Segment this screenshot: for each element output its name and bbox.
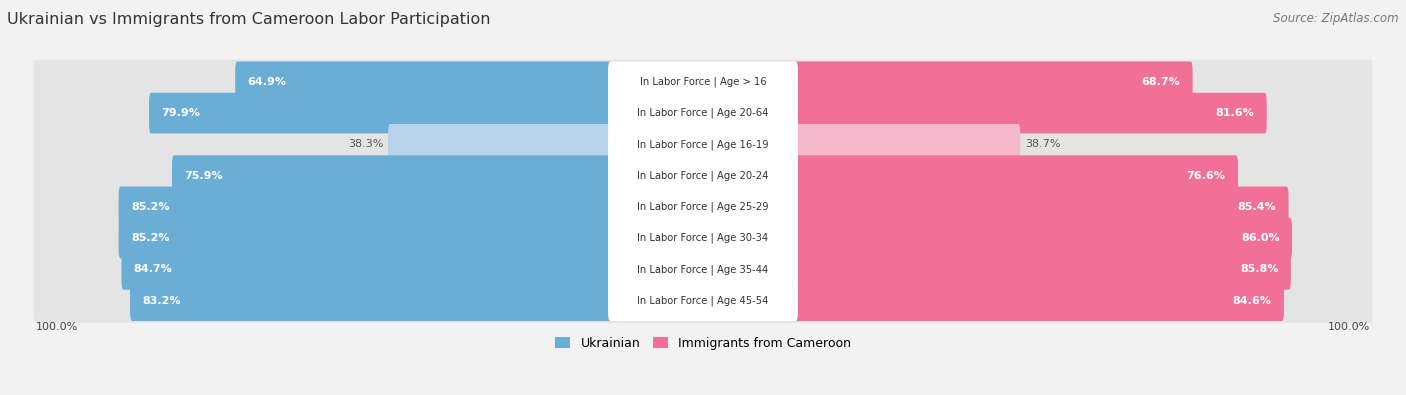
FancyBboxPatch shape (34, 153, 1372, 198)
FancyBboxPatch shape (794, 93, 1267, 134)
FancyBboxPatch shape (34, 91, 1372, 135)
Text: Ukrainian vs Immigrants from Cameroon Labor Participation: Ukrainian vs Immigrants from Cameroon La… (7, 12, 491, 27)
FancyBboxPatch shape (118, 218, 612, 258)
FancyBboxPatch shape (607, 249, 799, 290)
Text: Source: ZipAtlas.com: Source: ZipAtlas.com (1274, 12, 1399, 25)
FancyBboxPatch shape (607, 62, 799, 102)
Text: 81.6%: 81.6% (1216, 108, 1254, 118)
FancyBboxPatch shape (607, 186, 799, 227)
Text: In Labor Force | Age 30-34: In Labor Force | Age 30-34 (637, 233, 769, 243)
Text: 100.0%: 100.0% (1329, 322, 1371, 332)
FancyBboxPatch shape (794, 249, 1291, 290)
Text: In Labor Force | Age 35-44: In Labor Force | Age 35-44 (637, 264, 769, 275)
FancyBboxPatch shape (34, 185, 1372, 229)
FancyBboxPatch shape (235, 62, 612, 102)
Text: 85.2%: 85.2% (131, 202, 170, 212)
FancyBboxPatch shape (118, 186, 612, 227)
FancyBboxPatch shape (149, 93, 612, 134)
FancyBboxPatch shape (607, 218, 799, 258)
FancyBboxPatch shape (794, 155, 1239, 196)
Text: In Labor Force | Age > 16: In Labor Force | Age > 16 (640, 77, 766, 87)
Text: 64.9%: 64.9% (247, 77, 287, 87)
Text: 84.7%: 84.7% (134, 264, 173, 275)
FancyBboxPatch shape (607, 280, 799, 321)
Text: 75.9%: 75.9% (184, 171, 224, 181)
FancyBboxPatch shape (794, 280, 1284, 321)
Text: 76.6%: 76.6% (1187, 171, 1226, 181)
Legend: Ukrainian, Immigrants from Cameroon: Ukrainian, Immigrants from Cameroon (550, 332, 856, 355)
FancyBboxPatch shape (34, 216, 1372, 260)
Text: 100.0%: 100.0% (35, 322, 77, 332)
FancyBboxPatch shape (172, 155, 612, 196)
Text: 38.3%: 38.3% (347, 139, 384, 149)
FancyBboxPatch shape (131, 280, 612, 321)
FancyBboxPatch shape (34, 278, 1372, 323)
FancyBboxPatch shape (794, 124, 1021, 165)
Text: 79.9%: 79.9% (162, 108, 200, 118)
FancyBboxPatch shape (388, 124, 612, 165)
Text: 85.4%: 85.4% (1237, 202, 1277, 212)
FancyBboxPatch shape (34, 122, 1372, 167)
Text: 86.0%: 86.0% (1241, 233, 1279, 243)
FancyBboxPatch shape (34, 60, 1372, 104)
FancyBboxPatch shape (794, 62, 1192, 102)
FancyBboxPatch shape (34, 247, 1372, 292)
Text: In Labor Force | Age 45-54: In Labor Force | Age 45-54 (637, 295, 769, 306)
Text: In Labor Force | Age 20-24: In Labor Force | Age 20-24 (637, 170, 769, 181)
Text: 68.7%: 68.7% (1142, 77, 1180, 87)
Text: In Labor Force | Age 20-64: In Labor Force | Age 20-64 (637, 108, 769, 118)
FancyBboxPatch shape (607, 155, 799, 196)
Text: 85.8%: 85.8% (1240, 264, 1278, 275)
Text: 84.6%: 84.6% (1233, 296, 1271, 306)
Text: 83.2%: 83.2% (142, 296, 181, 306)
FancyBboxPatch shape (121, 249, 612, 290)
FancyBboxPatch shape (607, 93, 799, 134)
FancyBboxPatch shape (794, 218, 1292, 258)
Text: 38.7%: 38.7% (1025, 139, 1060, 149)
Text: 85.2%: 85.2% (131, 233, 170, 243)
Text: In Labor Force | Age 25-29: In Labor Force | Age 25-29 (637, 201, 769, 212)
Text: In Labor Force | Age 16-19: In Labor Force | Age 16-19 (637, 139, 769, 150)
FancyBboxPatch shape (607, 124, 799, 165)
FancyBboxPatch shape (794, 186, 1288, 227)
